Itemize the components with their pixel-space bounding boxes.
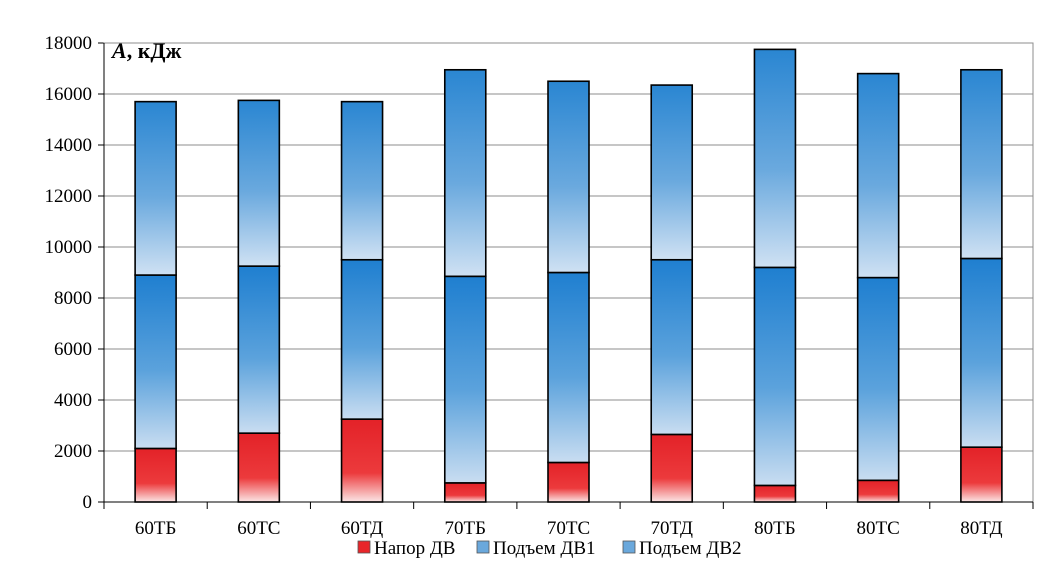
y-tick-label: 18000: [45, 33, 93, 54]
x-tick-label: 80ТБ: [754, 518, 796, 539]
bar-segment-3-2: [237, 99, 281, 267]
y-tick-label: 0: [83, 492, 93, 513]
bar-segment-3-9: [960, 68, 1003, 260]
legend-swatch-2: [476, 540, 490, 554]
bar-segment-3-8: [856, 72, 900, 279]
bar-segment-1-8: [856, 479, 900, 503]
bar-segment-1-5: [547, 461, 590, 503]
bar-segment-1-6: [650, 433, 694, 503]
y-tick-label: 8000: [54, 288, 92, 309]
bar-segment-3-1: [134, 100, 177, 276]
legend-label-3: Подъем ДВ2: [639, 538, 742, 559]
x-tick-label: 60ТС: [237, 518, 280, 539]
y-tick-label: 16000: [45, 84, 93, 105]
bar-segment-2-1: [134, 274, 177, 450]
y-tick-label: 14000: [45, 135, 93, 156]
bar-segment-1-3: [340, 418, 384, 503]
bar-segment-3-3: [340, 100, 384, 261]
tick-labels: 0 2000 4000 6000 8000 10000 12000 14000 16000 180…: [45, 33, 1003, 539]
bar-segment-3-5: [547, 80, 590, 274]
bar-segment-3-6: [650, 84, 694, 261]
bars: [134, 48, 1003, 503]
y-tick-label: 4000: [54, 390, 92, 411]
x-tick-label: 80ТД: [960, 518, 1002, 539]
x-tick-label: 70ТД: [651, 518, 693, 539]
bar-segment-1-7: [753, 484, 797, 503]
y-tick-label: 10000: [45, 237, 93, 258]
y-axis-label: A, кДж: [110, 38, 181, 63]
bar-segment-1-2: [237, 432, 281, 503]
x-tick-label: 80ТС: [857, 518, 900, 539]
y-tick-label: 2000: [54, 441, 92, 462]
bar-segment-1-4: [443, 482, 487, 503]
bar-segment-3-7: [753, 48, 797, 269]
bar-segment-3-4: [443, 68, 487, 278]
legend-label-2: Подъем ДВ1: [493, 538, 596, 559]
y-tick-label: 6000: [54, 339, 92, 360]
bar-segment-2-8: [856, 276, 900, 482]
legend: Напор ДВ Подъем ДВ1 Подъем ДВ2: [357, 538, 742, 559]
bar-segment-2-2: [237, 265, 281, 434]
bar-segment-2-4: [443, 275, 487, 484]
bar-segment-2-9: [960, 257, 1003, 448]
bar-segment-2-6: [650, 258, 694, 436]
bar-segment-1-1: [134, 447, 177, 503]
x-tick-label: 70ТБ: [445, 518, 487, 539]
legend-swatch-3: [622, 540, 636, 554]
x-tick-label: 70ТС: [547, 518, 590, 539]
bar-segment-1-9: [960, 446, 1003, 503]
legend-label-1: Напор ДВ: [374, 538, 455, 559]
y-tick-label: 12000: [45, 186, 93, 207]
legend-swatch-1: [357, 540, 371, 554]
bar-segment-2-5: [547, 271, 590, 464]
bar-segment-2-7: [753, 266, 797, 487]
bar-segment-2-3: [340, 258, 384, 420]
x-tick-label: 60ТБ: [135, 518, 177, 539]
x-tick-label: 60ТД: [341, 518, 383, 539]
